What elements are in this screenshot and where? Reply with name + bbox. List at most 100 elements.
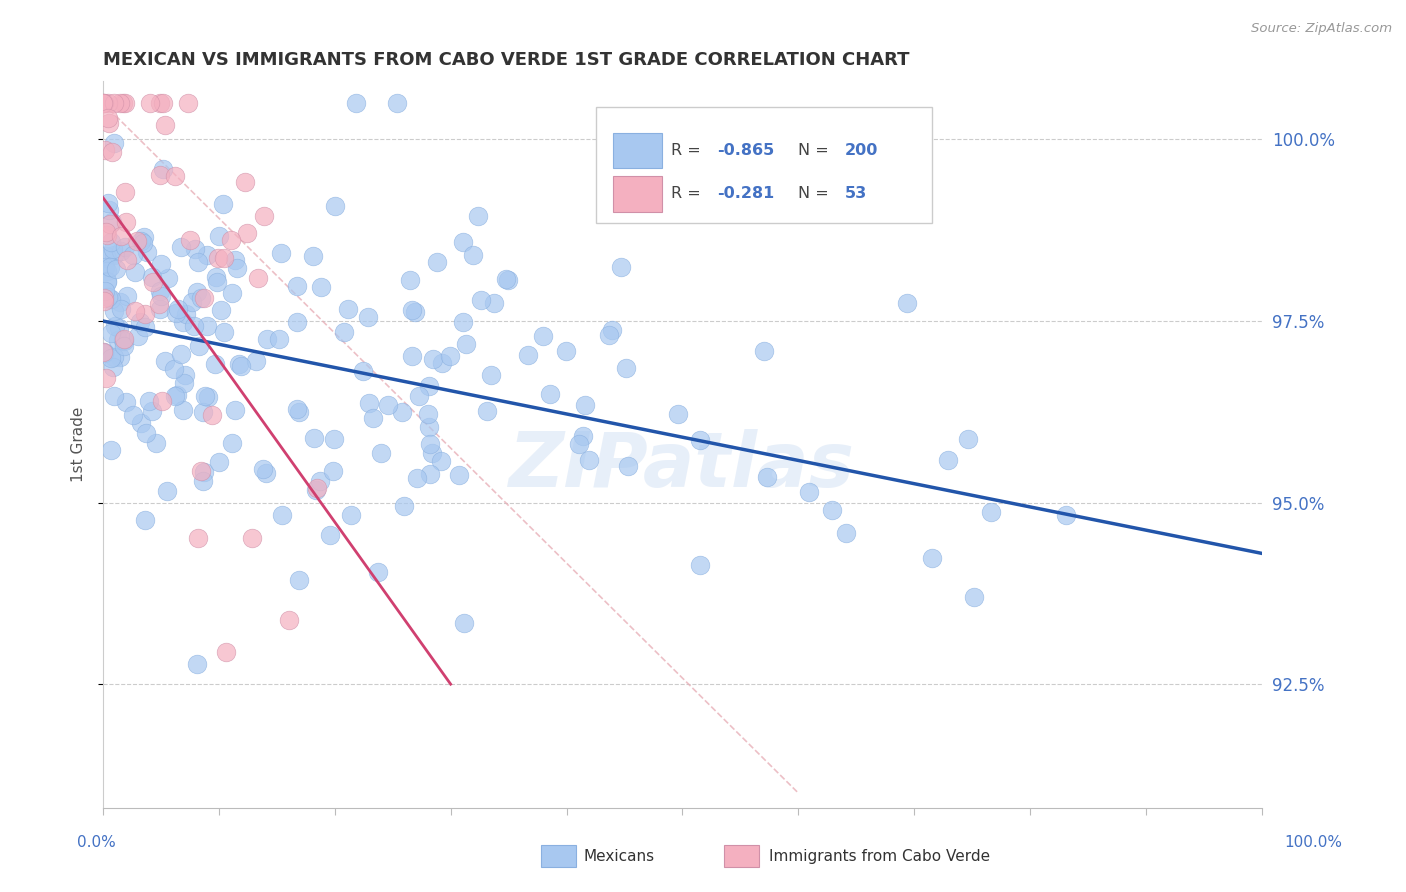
Point xyxy=(689,558,711,572)
Point xyxy=(221,233,243,247)
Point xyxy=(377,398,399,412)
FancyBboxPatch shape xyxy=(613,133,662,168)
Point xyxy=(110,301,132,316)
Point xyxy=(97,96,120,111)
Point xyxy=(267,332,290,346)
Point xyxy=(401,302,423,317)
Point xyxy=(180,294,202,309)
Text: Immigrants from Cabo Verde: Immigrants from Cabo Verde xyxy=(769,849,990,863)
Point xyxy=(305,483,328,497)
Point xyxy=(112,334,135,348)
Point xyxy=(112,339,135,353)
Point xyxy=(97,111,120,125)
Point xyxy=(108,96,131,111)
Point xyxy=(221,436,243,450)
Point xyxy=(821,502,844,516)
Point xyxy=(270,245,292,260)
Point xyxy=(319,528,342,542)
Point xyxy=(191,474,214,488)
Point xyxy=(112,96,135,111)
Point xyxy=(405,470,427,484)
Point xyxy=(149,257,172,271)
Point xyxy=(135,426,157,441)
Point xyxy=(165,306,187,320)
Point xyxy=(94,225,117,239)
Point xyxy=(193,291,215,305)
Text: 100.0%: 100.0% xyxy=(1285,836,1343,850)
Point xyxy=(93,291,115,305)
Point xyxy=(229,359,252,373)
Point xyxy=(91,345,114,359)
Point xyxy=(224,252,246,267)
Point xyxy=(339,508,361,522)
Point xyxy=(245,354,267,368)
Point xyxy=(495,272,517,286)
Point xyxy=(110,228,132,243)
Point xyxy=(956,432,979,446)
Point xyxy=(173,376,195,390)
Point xyxy=(896,295,918,310)
Point xyxy=(97,195,120,210)
Point xyxy=(418,420,440,434)
Point xyxy=(100,351,122,365)
Text: Source: ZipAtlas.com: Source: ZipAtlas.com xyxy=(1251,22,1392,36)
Point xyxy=(94,371,117,385)
Point xyxy=(187,531,209,545)
Point xyxy=(128,315,150,329)
Point xyxy=(127,329,149,343)
Point xyxy=(103,96,125,111)
Point xyxy=(204,269,226,284)
Point xyxy=(212,325,235,339)
Point xyxy=(110,244,132,259)
Text: N =: N = xyxy=(799,143,834,158)
FancyBboxPatch shape xyxy=(613,176,662,211)
Point xyxy=(166,387,188,401)
Point xyxy=(285,402,308,417)
Point xyxy=(153,118,176,132)
Point xyxy=(418,379,440,393)
Point xyxy=(153,353,176,368)
FancyBboxPatch shape xyxy=(596,107,932,223)
Point xyxy=(150,394,173,409)
Point xyxy=(516,348,538,362)
Point xyxy=(278,613,301,627)
Point xyxy=(430,454,453,468)
Point xyxy=(186,285,208,300)
Point xyxy=(107,321,129,335)
Point xyxy=(835,525,858,540)
Text: R =: R = xyxy=(671,143,706,158)
Y-axis label: 1st Grade: 1st Grade xyxy=(72,407,86,483)
Point xyxy=(100,292,122,306)
Point xyxy=(103,136,125,150)
Point xyxy=(148,297,170,311)
Point xyxy=(96,274,118,288)
Point xyxy=(467,210,489,224)
Point xyxy=(170,347,193,361)
Point xyxy=(163,362,186,376)
Point xyxy=(188,339,211,353)
Point xyxy=(419,436,441,450)
Point xyxy=(453,616,475,631)
Point xyxy=(271,508,294,523)
Point xyxy=(574,398,596,412)
Point xyxy=(398,273,420,287)
Point xyxy=(101,215,124,229)
Point xyxy=(134,319,156,334)
Point xyxy=(157,270,180,285)
Point xyxy=(756,470,779,484)
Point xyxy=(201,408,224,422)
Point xyxy=(93,96,115,111)
Point xyxy=(208,228,231,243)
Text: -0.865: -0.865 xyxy=(717,143,775,158)
Point xyxy=(103,389,125,403)
Point xyxy=(149,96,172,111)
Point xyxy=(799,485,821,500)
Point xyxy=(149,168,172,182)
Point xyxy=(115,252,138,267)
Point xyxy=(152,96,174,111)
Point xyxy=(451,315,474,329)
Point xyxy=(134,513,156,527)
Point xyxy=(183,318,205,333)
Point xyxy=(221,285,243,300)
Point xyxy=(93,294,115,309)
